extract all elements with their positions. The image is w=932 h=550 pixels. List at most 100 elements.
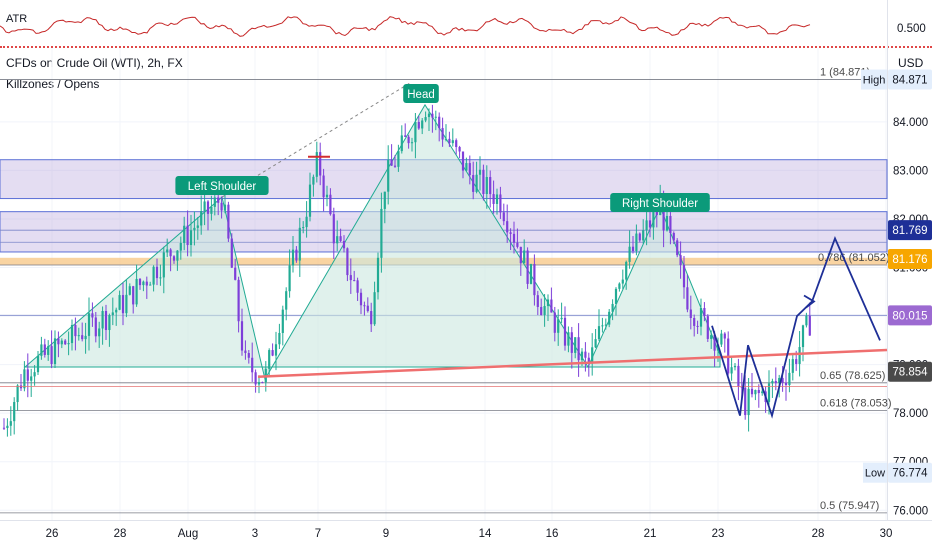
candle-body bbox=[298, 227, 301, 261]
candle-body bbox=[468, 163, 471, 176]
candle-body bbox=[322, 175, 325, 198]
candle-body bbox=[77, 335, 80, 337]
candle-body bbox=[757, 389, 760, 394]
candle-body bbox=[744, 387, 747, 416]
candle-body bbox=[315, 152, 318, 177]
candle-body bbox=[713, 335, 716, 351]
candle-body bbox=[618, 283, 621, 289]
candle-body bbox=[268, 350, 271, 369]
candle-body bbox=[577, 337, 580, 361]
x-tick-label: 30 bbox=[880, 528, 893, 540]
candle-body bbox=[206, 201, 210, 214]
candle-body bbox=[784, 382, 788, 386]
high-price-tag: 84.871 bbox=[892, 75, 927, 87]
candle-body bbox=[543, 306, 546, 316]
candle-body bbox=[393, 165, 397, 167]
candle-body bbox=[502, 212, 505, 222]
candle-body bbox=[240, 321, 244, 351]
candle-body bbox=[747, 388, 750, 416]
candle-body bbox=[302, 227, 305, 229]
candle-body bbox=[410, 142, 414, 144]
candle-body bbox=[196, 225, 199, 228]
candle-body bbox=[625, 261, 628, 280]
candle-body bbox=[47, 346, 50, 355]
candle-body bbox=[455, 140, 458, 148]
candle-body bbox=[431, 113, 434, 118]
candle-body bbox=[179, 242, 182, 251]
atr-value-label: 0.500 bbox=[897, 23, 926, 35]
candle-body bbox=[591, 347, 594, 363]
candle-body bbox=[648, 220, 652, 228]
candle-body bbox=[138, 278, 142, 286]
currency-label[interactable]: USD bbox=[898, 56, 924, 70]
candle-body bbox=[448, 138, 451, 144]
candle-body bbox=[761, 391, 764, 394]
candle-body bbox=[791, 359, 794, 373]
candle-body bbox=[441, 128, 444, 140]
candle-body bbox=[121, 295, 125, 314]
candle-body bbox=[774, 380, 777, 384]
candle-body bbox=[213, 197, 216, 207]
candle-body bbox=[308, 184, 312, 217]
candle-body bbox=[682, 265, 686, 288]
candle-body bbox=[111, 312, 114, 316]
candle-body bbox=[563, 317, 567, 346]
x-tick-label: 3 bbox=[252, 528, 258, 540]
indicator-legend[interactable]: Killzones / Opens bbox=[6, 77, 100, 91]
candle-body bbox=[94, 317, 97, 337]
candle-body bbox=[237, 279, 240, 322]
high-label-bg bbox=[861, 69, 887, 90]
candle-body bbox=[115, 309, 118, 313]
candle-body bbox=[472, 175, 475, 192]
candle-body bbox=[359, 292, 363, 306]
candle-body bbox=[767, 383, 771, 402]
candle-body bbox=[254, 372, 257, 385]
candle-body bbox=[60, 340, 63, 345]
candle-body bbox=[84, 335, 87, 340]
candle-body bbox=[329, 194, 332, 215]
candle-body bbox=[427, 113, 431, 118]
candle-body bbox=[567, 332, 570, 346]
projection-path bbox=[711, 235, 881, 419]
low-label-bg bbox=[863, 462, 887, 483]
candle-body bbox=[788, 372, 791, 386]
candle-body bbox=[601, 325, 604, 327]
candle-body bbox=[465, 163, 468, 171]
candle-body bbox=[312, 176, 315, 185]
candle-body bbox=[723, 333, 726, 339]
atr-indicator-label[interactable]: ATR bbox=[6, 13, 28, 25]
candle-body bbox=[424, 117, 427, 121]
pattern-label-box bbox=[610, 193, 710, 212]
fib-level-label: 0.5 (75.947) bbox=[820, 500, 879, 512]
candle-body bbox=[689, 309, 692, 318]
candle-body bbox=[285, 291, 288, 310]
candle-body bbox=[587, 357, 590, 363]
low-label: Low bbox=[865, 468, 885, 480]
candle-body bbox=[40, 344, 43, 356]
candle-body bbox=[108, 315, 111, 331]
candle-body bbox=[342, 240, 346, 249]
high-price-tag-bg bbox=[888, 69, 932, 90]
candle-body bbox=[57, 338, 60, 345]
level-b-tag-bg bbox=[888, 248, 932, 269]
candle-body bbox=[118, 295, 121, 310]
candle-body bbox=[795, 359, 798, 364]
chart-title[interactable]: CFDs on Crude Oil (WTI), 2h, FX bbox=[6, 56, 183, 70]
pane-separator[interactable] bbox=[0, 46, 932, 48]
time-axis-border bbox=[0, 520, 932, 521]
candle-body bbox=[278, 332, 281, 345]
candle-body bbox=[305, 216, 308, 228]
candle-body bbox=[349, 275, 352, 281]
fib-level-label: 1 (84.871) bbox=[820, 67, 870, 79]
fib-level-label: 0.65 (78.625) bbox=[820, 370, 885, 382]
candle-body bbox=[451, 140, 454, 144]
candle-body bbox=[608, 311, 611, 325]
candle-body bbox=[434, 116, 437, 118]
candle-body bbox=[699, 308, 703, 327]
pattern-label: Left Shoulder bbox=[188, 181, 257, 193]
candle-body bbox=[87, 313, 91, 336]
candle-body bbox=[798, 347, 801, 364]
candle-body bbox=[104, 311, 108, 331]
candle-body bbox=[132, 286, 135, 305]
